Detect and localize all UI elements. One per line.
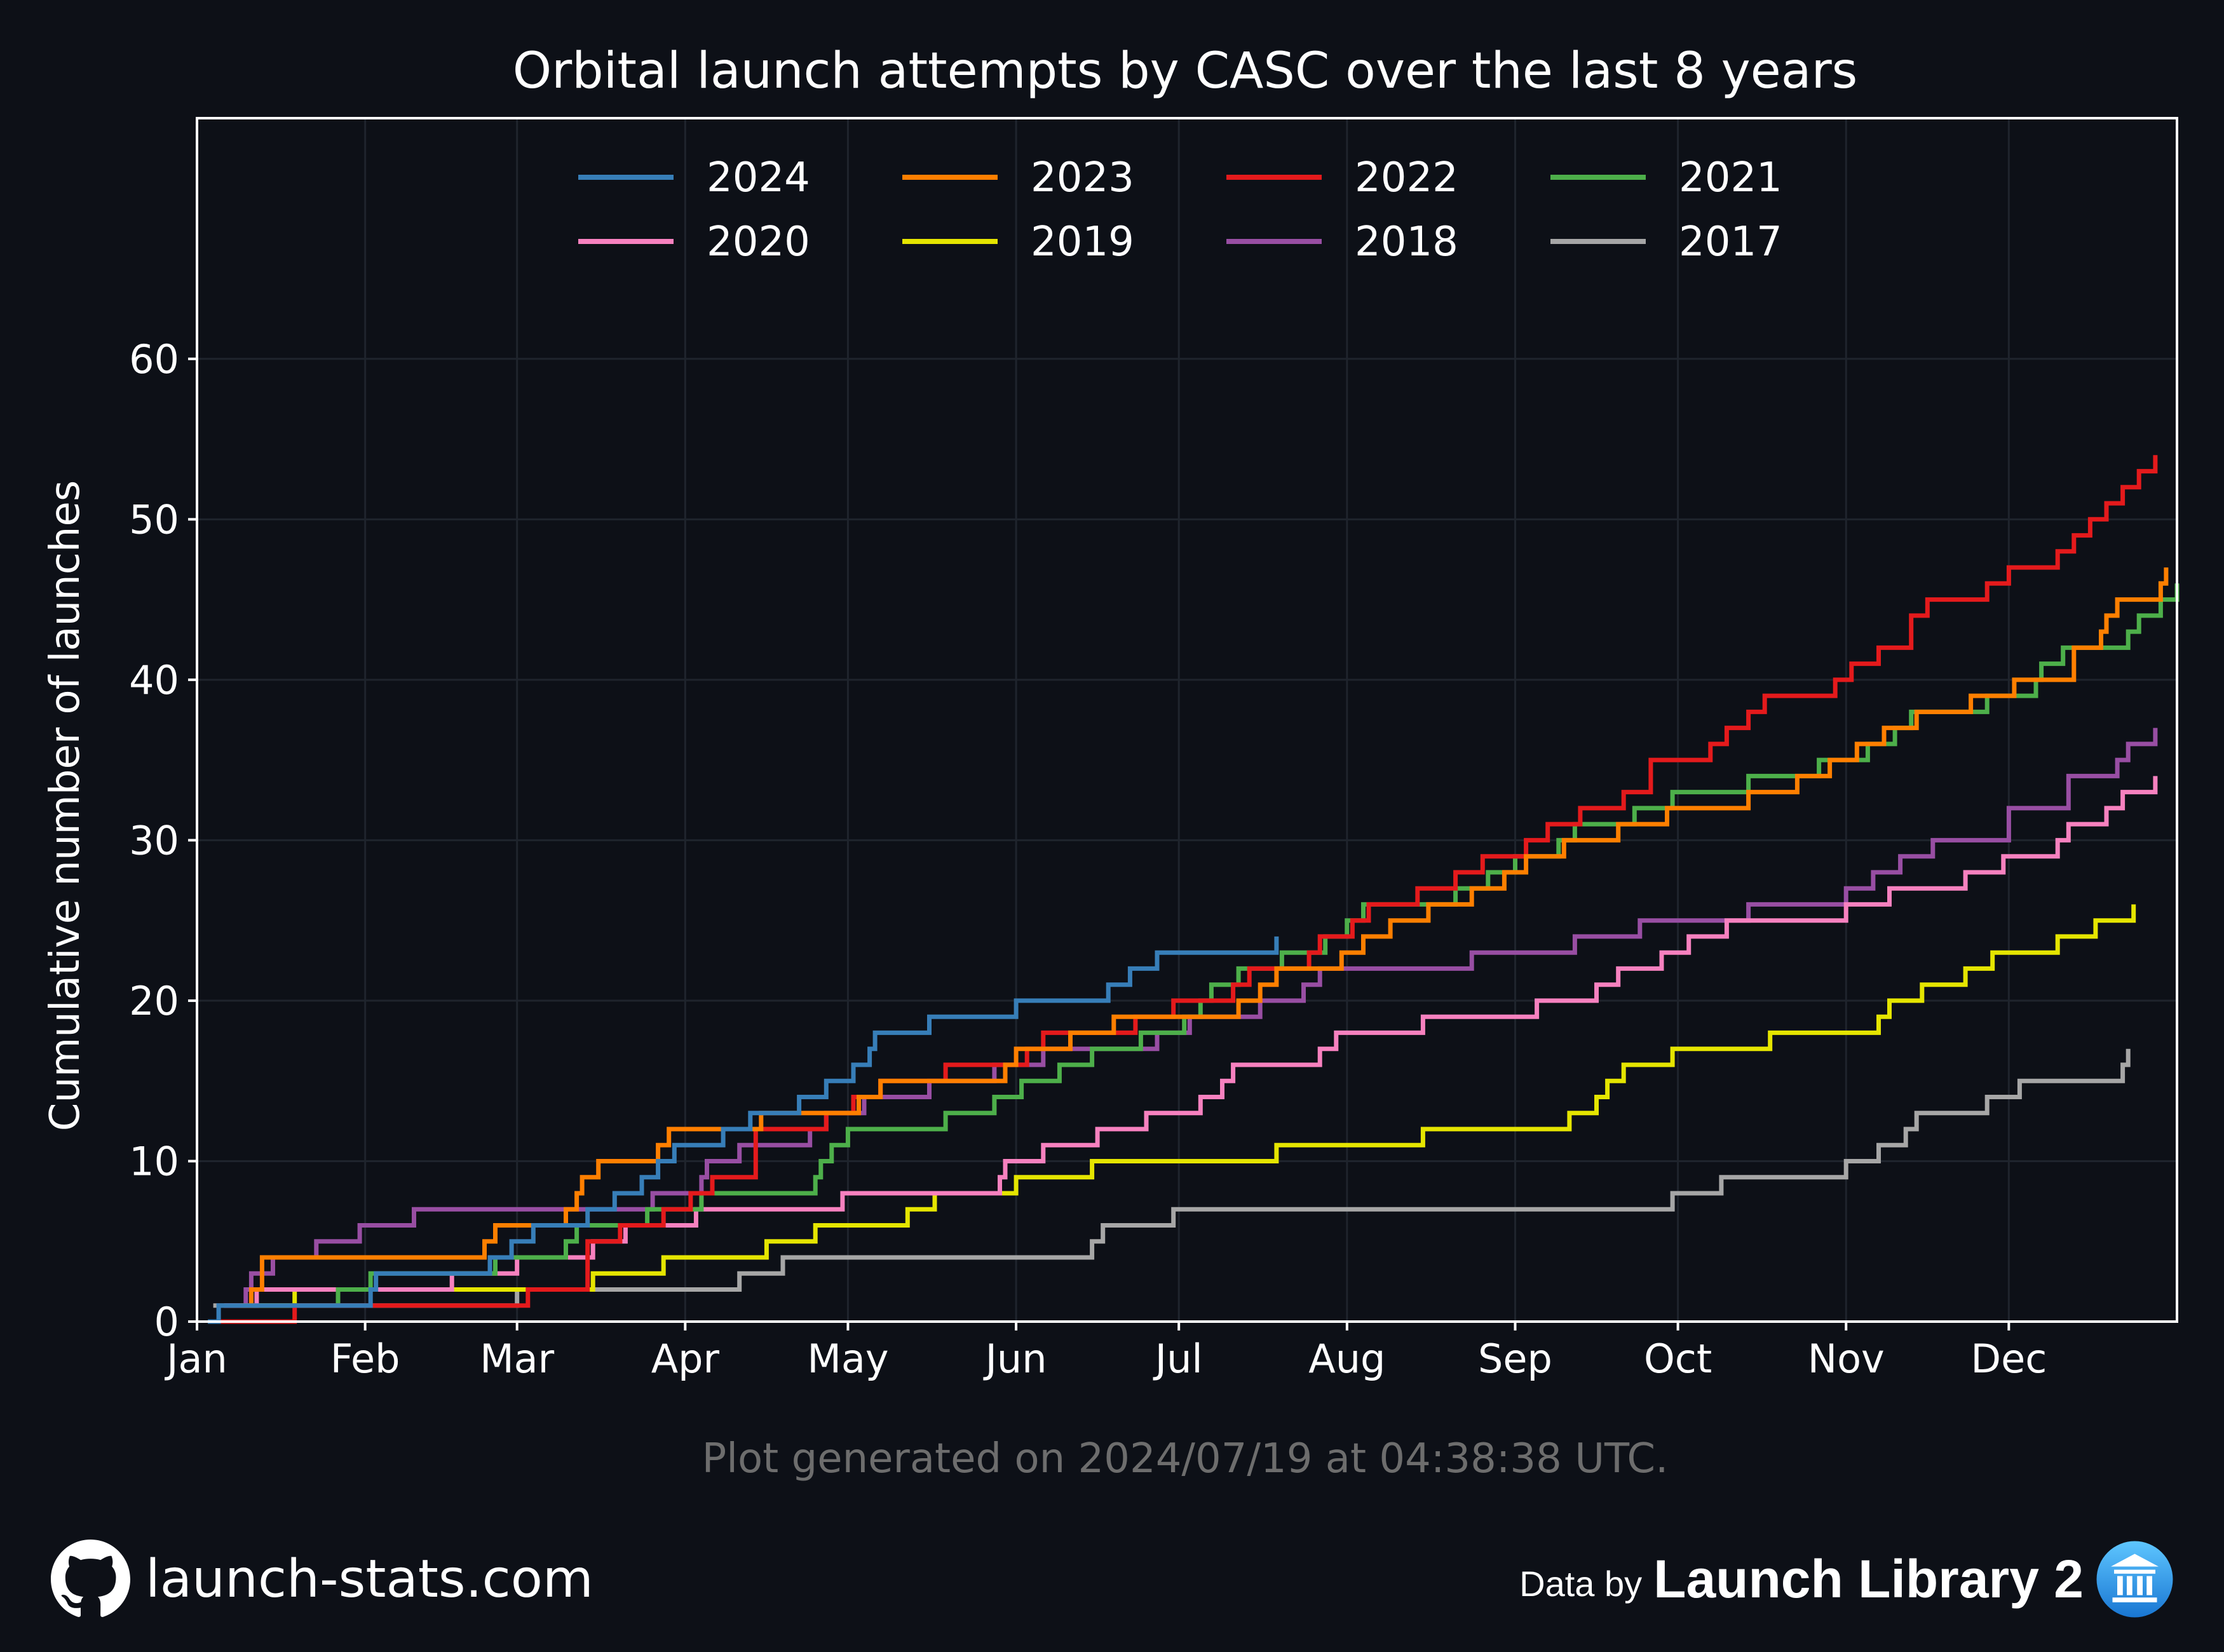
y-tick-label: 60 bbox=[129, 336, 179, 383]
data-by-label: Data by bbox=[1519, 1563, 1643, 1604]
x-tick-label: Jan bbox=[164, 1336, 227, 1382]
legend-item-2023: 2023 bbox=[902, 154, 1134, 201]
x-tick-label: Dec bbox=[1970, 1336, 2047, 1382]
source-name: Launch Library 2 bbox=[1653, 1548, 2084, 1609]
legend-label: 2017 bbox=[1679, 219, 1782, 266]
legend-label: 2018 bbox=[1355, 219, 1458, 266]
y-tick-label: 40 bbox=[129, 657, 179, 703]
x-tick-label: Nov bbox=[1808, 1336, 1885, 1382]
series-line-2024 bbox=[208, 936, 1279, 1324]
x-tick-label: Aug bbox=[1308, 1336, 1385, 1382]
x-tick-label: Jul bbox=[1153, 1336, 1203, 1382]
x-tick-label: Oct bbox=[1644, 1336, 1712, 1382]
x-tick-label: Feb bbox=[330, 1336, 400, 1382]
x-tick-label: Mar bbox=[480, 1336, 554, 1382]
y-tick-label: 20 bbox=[129, 978, 179, 1024]
legend-item-2022: 2022 bbox=[1226, 154, 1458, 201]
site-credit[interactable]: launch-stats.com bbox=[51, 1538, 593, 1620]
x-tick-label: Apr bbox=[651, 1336, 720, 1382]
legend-item-2020: 2020 bbox=[578, 219, 810, 266]
series-line-2021 bbox=[289, 583, 2180, 1308]
legend-label: 2023 bbox=[1031, 154, 1134, 201]
series-line-2017 bbox=[213, 1048, 2131, 1308]
series-line-2023 bbox=[240, 567, 2169, 1308]
x-axis: Jan Feb Mar Apr May Jun Jul Aug Sep Oct Nov Dec bbox=[164, 1322, 2047, 1382]
legend: 2024 2023 2022 2021 2020 2019 2018 2017 bbox=[578, 154, 1782, 266]
legend-item-2018: 2018 bbox=[1226, 219, 1458, 266]
x-tick-label: Sep bbox=[1478, 1336, 1552, 1382]
series-line-2020 bbox=[224, 776, 2158, 1308]
y-tick-label: 10 bbox=[129, 1138, 179, 1184]
data-source-credit: Data by Launch Library 2 bbox=[1519, 1538, 2174, 1620]
legend-label: 2021 bbox=[1679, 154, 1782, 201]
plot-background bbox=[197, 118, 2177, 1322]
legend-item-2017: 2017 bbox=[1550, 219, 1782, 266]
site-link[interactable]: launch-stats.com bbox=[146, 1548, 593, 1609]
y-tick-label: 50 bbox=[129, 496, 179, 543]
legend-label: 2019 bbox=[1031, 219, 1134, 266]
legend-label: 2024 bbox=[707, 154, 810, 201]
series-lines bbox=[208, 455, 2180, 1324]
launch-library-logo-icon bbox=[2096, 1541, 2173, 1617]
generated-note: Plot generated on 2024/07/19 at 04:38:38… bbox=[702, 1435, 1669, 1482]
series-line-2019 bbox=[240, 904, 2136, 1308]
github-icon bbox=[51, 1539, 130, 1617]
legend-item-2019: 2019 bbox=[902, 219, 1134, 266]
legend-label: 2022 bbox=[1355, 154, 1458, 201]
chart-title: Orbital launch attempts by CASC over the… bbox=[513, 43, 1858, 100]
legend-item-2024: 2024 bbox=[578, 154, 810, 201]
legend-label: 2020 bbox=[707, 219, 810, 266]
y-axis-label: Cumulative number of launches bbox=[42, 480, 89, 1131]
x-tick-label: Jun bbox=[983, 1336, 1047, 1382]
x-tick-label: May bbox=[807, 1336, 888, 1382]
plot-frame bbox=[196, 117, 2178, 1323]
y-tick-label: 0 bbox=[154, 1299, 179, 1345]
plot-area bbox=[196, 117, 2180, 1324]
legend-item-2021: 2021 bbox=[1550, 154, 1782, 201]
grid bbox=[197, 118, 2177, 1322]
y-tick-label: 30 bbox=[129, 817, 179, 863]
y-axis: 0 10 20 30 40 50 60 bbox=[129, 336, 197, 1345]
